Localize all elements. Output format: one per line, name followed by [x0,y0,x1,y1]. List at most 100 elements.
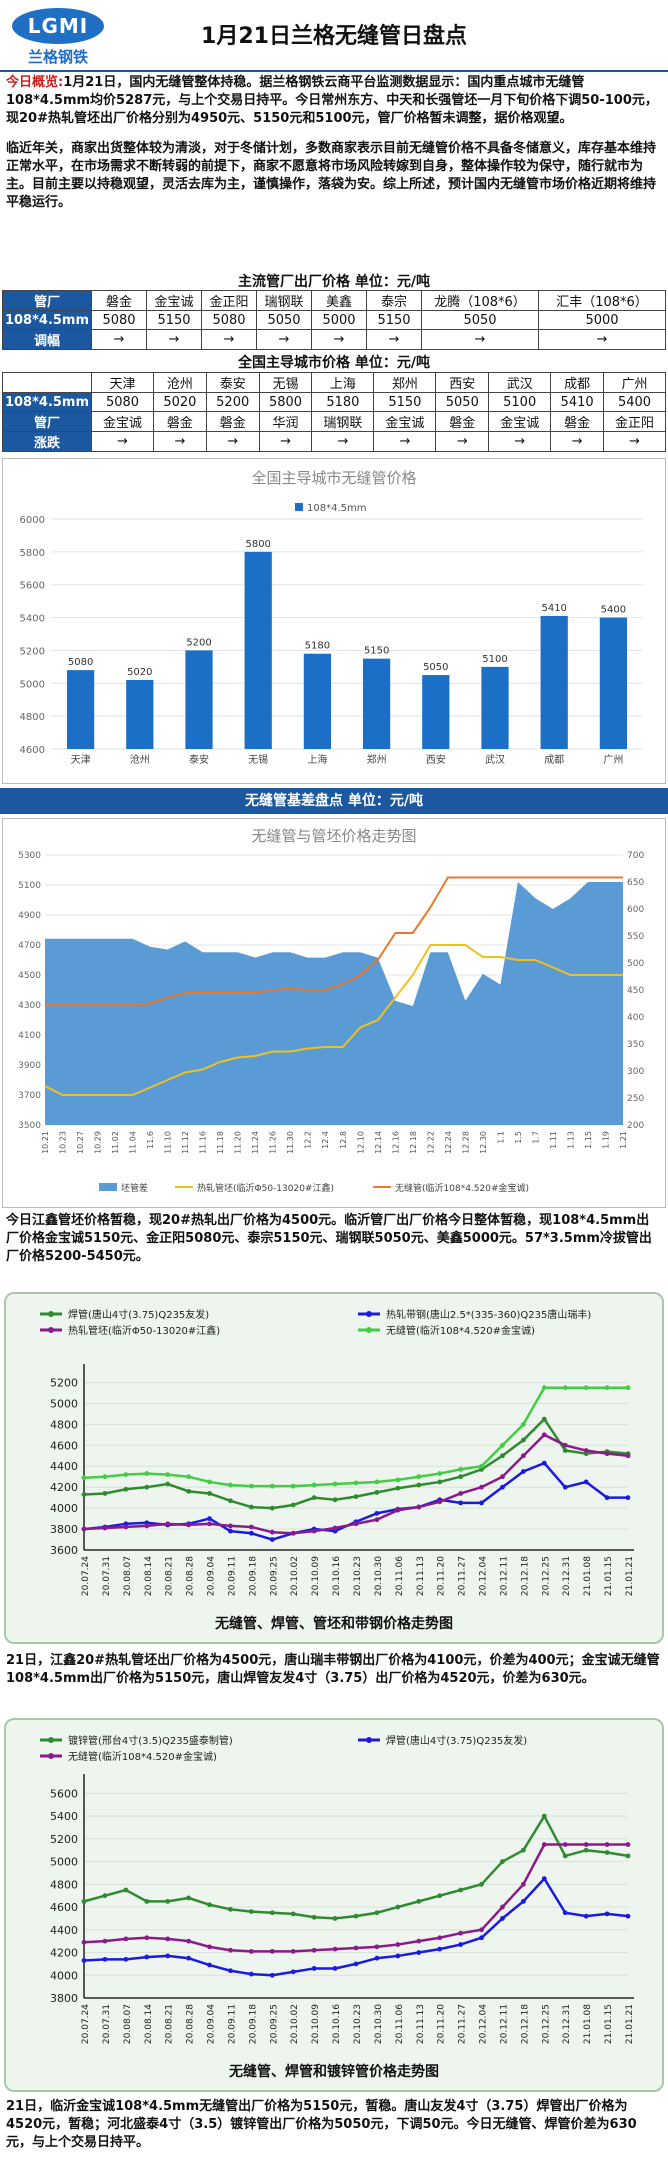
x-tick-label: 20.12.04 [479,1556,489,1596]
data-point [416,1504,422,1510]
data-point [81,1939,87,1945]
data-point [541,1416,547,1422]
chart-title: 无缝管、焊管和镀锌管价格走势图 [228,2063,439,2080]
y-tick-label: 5400 [50,1810,78,1823]
x-tick-label: 1.5 [514,1131,523,1144]
city-change: → [550,431,604,452]
bar-value-label: 5050 [423,662,448,673]
x-tick-label: 20.08.14 [144,2004,154,2044]
x-tick-label: 20.08.07 [123,1556,133,1596]
data-point [583,1479,589,1485]
data-point [123,1956,129,1962]
data-point [102,1525,108,1531]
page-title: 1月21日兰格无缝管日盘点 [201,24,467,49]
mill-change: → [421,329,539,350]
city-change: → [205,431,260,452]
x-tick-label: 20.12.04 [479,2004,489,2044]
city-name: 无锡 [258,372,313,393]
logo-cn: 兰格钢铁 [27,48,88,66]
data-point [248,1948,254,1954]
y-tick-label: 4500 [18,971,41,981]
x-tick-label: 10.27 [76,1131,85,1154]
data-point [228,1968,233,1974]
city-name: 泰安 [205,372,260,393]
data-point [269,1910,275,1916]
data-point [583,1385,589,1391]
data-point [562,1385,568,1391]
legend-label: 焊管(唐山4寸(3.75)Q235友发) [386,1734,527,1747]
data-point [311,1914,317,1920]
page-header: LGMI 兰格钢铁 1月21日兰格无缝管日盘点 [0,0,668,72]
data-point [102,1938,108,1944]
y2-tick-label: 500 [627,959,644,969]
mill-price: 5050 [256,310,312,330]
y-tick-label: 3800 [50,1992,78,2005]
data-point [290,1969,296,1975]
x-tick-label: 12.24 [444,1131,453,1154]
data-point [500,1474,505,1480]
x-tick-label: 20.12.11 [499,2004,509,2044]
x-tick-label: 1.11 [549,1131,558,1149]
mill-name: 龙腾（108*6） [421,290,539,311]
mill-name: 美鑫 [311,290,367,311]
city-bar-chart: 全国主导城市无缝管价格 108*4.5mm 4600 4800 5000 5200 5400… [20,469,643,766]
data-point [604,1842,610,1847]
y-tick-label: 4400 [50,1924,78,1937]
summary-block: 今日概览:1月21日，国内无缝管整体持稳。据兰格钢铁云商平台监测数据显示：国内重… [6,74,662,224]
data-point [228,1528,233,1534]
data-point [395,1477,401,1483]
spread-line-chart: 无缝管与管坯价格走势图 3500 3700 3900 4100 4300 4500 4700 4… [18,827,644,1194]
mill-price: 5150 [146,310,202,330]
data-point [520,1847,526,1853]
logo-mark: LGMI [12,8,104,44]
x-tick-label: 20.10.23 [353,2004,363,2044]
y2-tick-label: 650 [627,878,644,888]
data-point [541,1876,547,1882]
y-tick-label: 5000 [50,1397,78,1410]
data-point [541,1813,547,1819]
x-tick-label: 20.07.31 [102,2004,112,2044]
y-tick-label: 3900 [18,1061,41,1071]
city-change: → [603,431,666,452]
data-point [207,1516,212,1521]
data-point [290,1483,296,1489]
data-point [186,1895,192,1901]
data-point [228,1906,233,1912]
x-tick-label: 20.12.11 [499,1556,509,1596]
mill-change: → [91,329,147,350]
legend-label: 焊管(唐山4寸(3.75)Q235友发) [68,1308,209,1321]
data-point [207,1962,212,1968]
city-change: → [311,431,375,452]
x-tick-label: 1.15 [584,1131,593,1149]
x-tick-label: 20.09.25 [269,2004,279,2044]
mill-change: → [366,329,422,350]
x-tick-label: 20.11.27 [458,2004,468,2044]
data-point [353,1913,359,1919]
x-tick-label: 20.08.21 [165,1556,175,1596]
x-tick-label: 11.12 [181,1131,190,1154]
data-point [248,1483,254,1489]
x-tick-label: 无锡 [248,753,268,766]
data-point [102,1474,108,1480]
x-tick-label: 20.09.25 [269,1556,279,1596]
city-price: 5080 [91,392,154,412]
x-tick-label: 泰安 [189,753,209,766]
x-tick-label: 20.08.14 [144,1556,154,1596]
city-price: 5400 [603,392,666,412]
bar-value-label: 5180 [305,641,330,652]
y-tick-label: 4100 [18,1031,41,1041]
x-tick-label: 12.30 [479,1131,488,1154]
summary-label: 今日概览: [6,75,64,90]
legend-label: 镀锌管(邢台4寸(3.5)Q235盛泰制管) [68,1734,233,1747]
data-point [144,1898,150,1904]
x-tick-label: 20.07.24 [81,2004,91,2044]
legend-swatch [295,503,303,511]
x-tick-label: 11.30 [286,1131,295,1154]
mill-name: 泰宗 [366,290,422,311]
trend-commentary-1: 21日，江鑫20#热轧管坯出厂价格为4500元，唐山瑞丰带钢出厂价格为4100元… [6,1653,660,1686]
data-point [207,1521,212,1527]
mill-price: 5150 [366,310,422,330]
data-point [374,1910,380,1916]
x-tick-label: 20.12.25 [541,1556,551,1596]
y-tick-label: 4600 [50,1901,78,1914]
